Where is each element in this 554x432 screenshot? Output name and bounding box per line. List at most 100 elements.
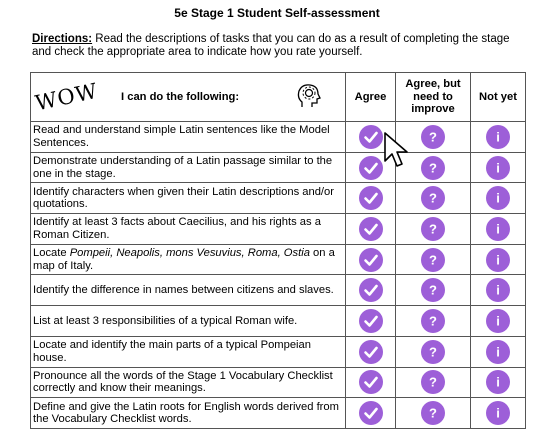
icon-label: ? <box>429 344 437 359</box>
icon-check <box>358 401 383 426</box>
icon-info: i <box>486 186 510 211</box>
task-text: List at least 3 responsibilities of a ty… <box>33 314 298 327</box>
check-mark <box>363 162 378 174</box>
icon-check <box>358 124 383 149</box>
icon-label: i <box>496 283 500 298</box>
icon-circle <box>358 124 383 149</box>
icon-cell: i <box>470 182 526 215</box>
header-row: WOW I can do the following: Agree Agree,… <box>30 72 526 122</box>
check-mark <box>363 407 378 419</box>
icon-cell <box>345 274 396 307</box>
task-cell: Identify at least 3 facts about Caeciliu… <box>30 213 346 245</box>
icon-cell: ? <box>395 366 471 399</box>
icon-circle <box>486 155 510 180</box>
icon-label: ? <box>429 191 437 206</box>
task-text: Pompeii, Neapolis, mons Vesuvius, Roma, … <box>69 247 310 260</box>
icon-cell: i <box>470 121 526 153</box>
task-text: Pronounce all the words of the Stage 1 V… <box>33 369 333 395</box>
icon-cell: ? <box>395 335 471 368</box>
task-cell: Pronounce all the words of the Stage 1 V… <box>30 366 346 399</box>
directions-label: Directions: <box>32 33 93 45</box>
icon-label: ? <box>429 313 437 328</box>
icon-circle <box>358 370 383 395</box>
check-mark <box>363 192 378 205</box>
icon-info: i <box>486 155 510 180</box>
header-cell: Agree <box>345 72 396 122</box>
table-row: Identify the difference in names between… <box>30 274 526 307</box>
icon-cell: i <box>470 305 526 337</box>
icon-cell: ? <box>395 213 471 245</box>
icon-circle <box>486 216 510 241</box>
icon-question: ? <box>421 247 445 272</box>
icon-info: i <box>486 124 510 149</box>
wow: WOW <box>33 78 101 116</box>
directions-text: Read the descriptions of tasks that you … <box>32 33 510 58</box>
icon-check <box>358 308 383 333</box>
header-text: I can do the following: <box>121 91 240 103</box>
icon-question: ? <box>421 339 445 364</box>
check-mark <box>363 377 378 389</box>
icon-cell: ? <box>395 305 471 337</box>
icon-circle <box>421 216 445 241</box>
task-cell: Demonstrate understanding of a Latin pas… <box>30 151 346 184</box>
icon-check <box>358 339 383 364</box>
icon-info: i <box>486 308 510 333</box>
task-text: Define and give the Latin roots for Engl… <box>33 400 339 426</box>
icon-cell: i <box>470 213 526 245</box>
task-cell: Locate and identify the main parts of a … <box>30 335 346 368</box>
icon-question: ? <box>421 308 445 333</box>
task-text: Read and understand simple Latin sentenc… <box>33 124 330 149</box>
icon-circle <box>486 401 510 426</box>
icon-label: i <box>496 221 500 236</box>
icon-circle <box>421 401 445 426</box>
task-cell: Locate Pompeii, Neapolis, mons Vesuvius,… <box>30 243 346 276</box>
check-mark <box>363 223 378 235</box>
icon-circle <box>421 247 445 272</box>
title: 5e Stage 1 Student Self-assessment <box>174 6 380 20</box>
icon-question: ? <box>421 186 445 211</box>
task-cell: Identify the difference in names between… <box>30 274 346 307</box>
icon-circle <box>358 308 383 333</box>
icon-label: i <box>496 313 500 328</box>
icon-check <box>358 370 383 395</box>
icon-cell: i <box>470 335 526 368</box>
icon-check <box>358 278 383 303</box>
icon-label: ? <box>429 406 437 421</box>
check-mark <box>363 254 378 266</box>
icon-cell: ? <box>395 243 471 276</box>
icon-cell: i <box>470 366 526 399</box>
task-text: Identify the difference in names between… <box>33 284 334 297</box>
task-cell: Identify characters when given their Lat… <box>30 182 346 215</box>
icon-info: i <box>486 370 510 395</box>
icon-question: ? <box>421 155 445 180</box>
table-row: Identify characters when given their Lat… <box>30 182 526 215</box>
icon-circle <box>421 278 445 303</box>
icon-circle <box>421 339 445 364</box>
icon-circle <box>421 308 445 333</box>
icon-circle <box>421 370 445 395</box>
icon-label: ? <box>429 283 437 298</box>
task-text: Locate <box>33 247 70 260</box>
task-cell: Define and give the Latin roots for Engl… <box>30 397 346 429</box>
icon-circle <box>358 247 383 272</box>
header-cell: Agree, but need to improve <box>395 72 471 122</box>
icon-cell <box>345 182 396 215</box>
icon-circle <box>486 186 510 211</box>
icon-cell <box>345 366 396 399</box>
icon-circle <box>358 278 383 303</box>
icon-question: ? <box>421 278 445 303</box>
icon-info: i <box>486 278 510 303</box>
icon-cell: i <box>470 274 526 307</box>
icon-cell: i <box>470 151 526 184</box>
icon-label: i <box>496 160 500 175</box>
icon-cell: i <box>470 397 526 429</box>
table-row: List at least 3 responsibilities of a ty… <box>30 305 526 337</box>
icon-circle <box>486 308 510 333</box>
task-text: Identify characters when given their Lat… <box>33 185 334 211</box>
icon-question: ? <box>421 370 445 395</box>
icon-info: i <box>486 339 510 364</box>
icon-label: ? <box>429 375 437 390</box>
icon-label: ? <box>429 160 437 175</box>
icon-circle <box>421 124 445 149</box>
task-text: Identify at least 3 facts about Caeciliu… <box>33 216 321 241</box>
